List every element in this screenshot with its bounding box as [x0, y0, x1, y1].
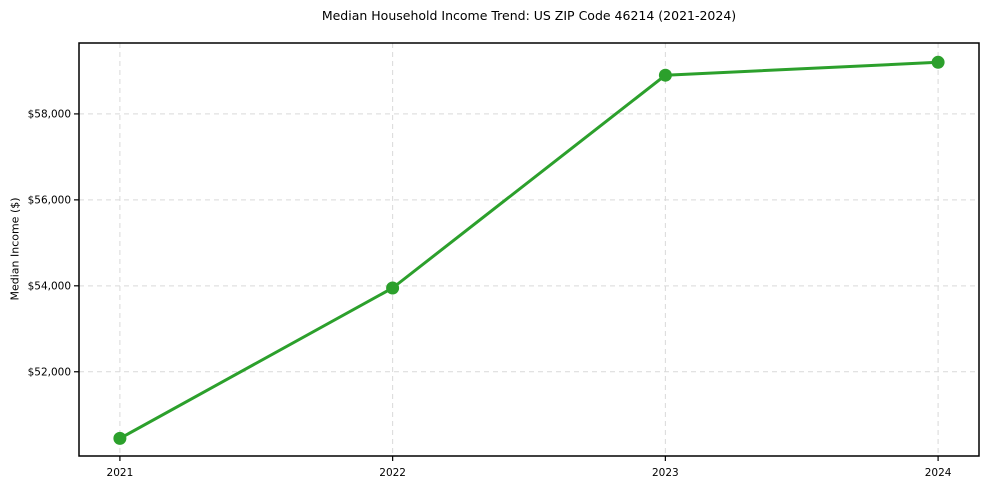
- data-point-marker: [386, 281, 400, 295]
- trend-line: [118, 60, 940, 440]
- x-tick-label: 2024: [925, 467, 952, 479]
- y-tick-label: $56,000: [28, 195, 71, 207]
- y-tick-label: $58,000: [28, 109, 71, 121]
- x-tick-label: 2023: [652, 467, 679, 479]
- y-tick-label: $52,000: [28, 367, 71, 379]
- chart-title: Median Household Income Trend: US ZIP Co…: [321, 8, 737, 23]
- x-tick-label: 2021: [107, 467, 134, 479]
- data-point-marker: [113, 431, 127, 445]
- y-tick-label: $54,000: [28, 281, 71, 293]
- plot-frame: [78, 42, 980, 457]
- x-tick-label: 2022: [379, 467, 406, 479]
- data-point-marker: [931, 55, 945, 69]
- data-point-marker: [658, 68, 672, 82]
